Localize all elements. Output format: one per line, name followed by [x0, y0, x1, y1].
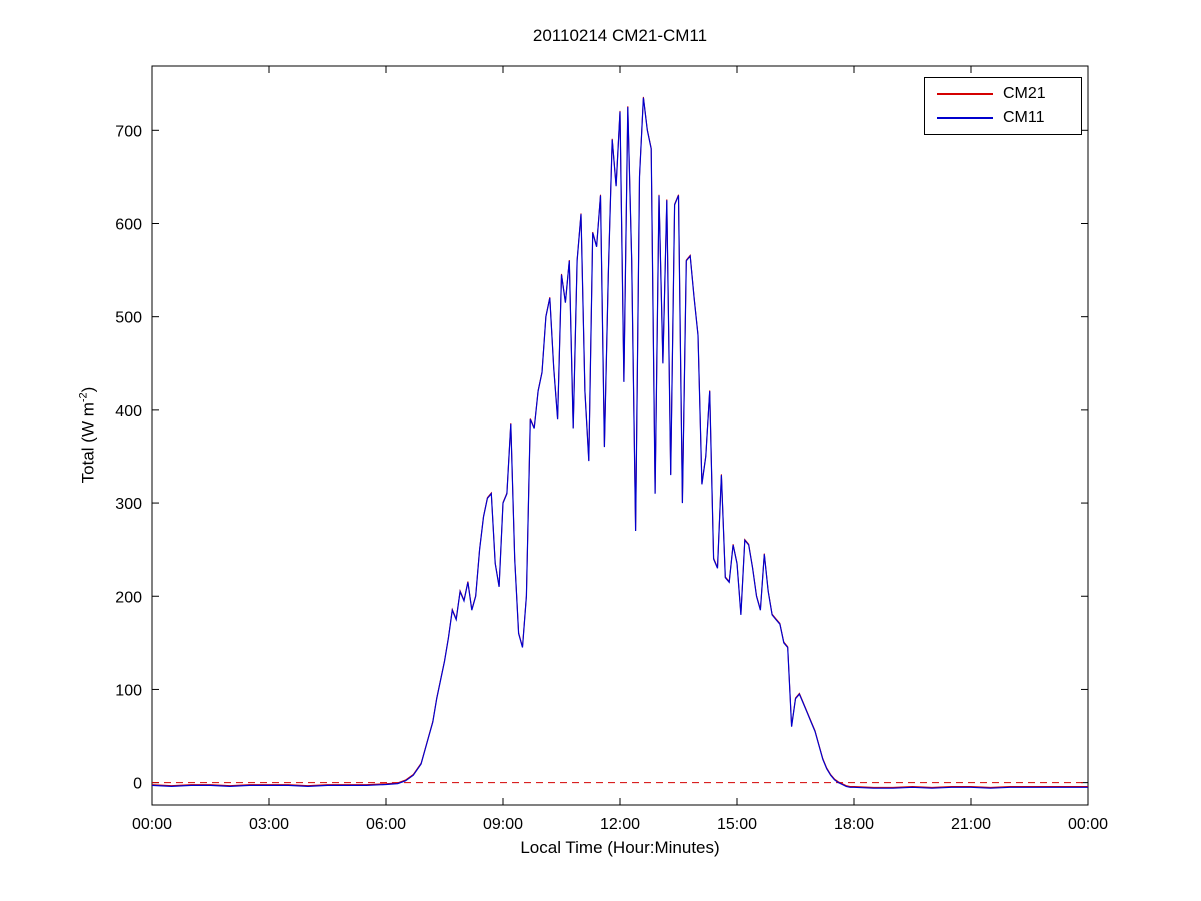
- axes-box: [151, 65, 1089, 806]
- legend-line-sample-cm21: [937, 93, 993, 95]
- y-tick-label: 600: [115, 216, 142, 233]
- legend-entry-cm21: CM21: [925, 83, 1081, 105]
- series-cm11-line: [151, 97, 1088, 789]
- x-tick-label: 00:00: [132, 816, 172, 833]
- x-axis-label: Local Time (Hour:Minutes): [520, 838, 720, 857]
- y-tick-label: 0: [133, 776, 142, 793]
- x-tick-label: 00:00: [1068, 816, 1108, 833]
- legend-label-cm11: CM11: [1003, 109, 1045, 126]
- y-tick-label: 400: [115, 403, 142, 420]
- y-tick-label: 100: [115, 682, 142, 699]
- x-tick-label: 18:00: [834, 816, 874, 833]
- y-axis-label-close: ): [78, 386, 98, 393]
- x-tick-label: 15:00: [717, 816, 757, 833]
- legend-label-cm21: CM21: [1003, 85, 1046, 102]
- y-tick-label: 200: [115, 589, 142, 606]
- y-tick-label: 300: [115, 496, 142, 513]
- x-tick-label: 03:00: [249, 816, 289, 833]
- y-axis-label-text: Total (W m: [78, 402, 98, 484]
- y-tick-label: 700: [115, 123, 142, 140]
- y-axis-label: Total (W m-2): [78, 387, 99, 484]
- x-tick-label: 06:00: [366, 816, 406, 833]
- chart-title: 20110214 CM21-CM11: [532, 26, 708, 45]
- x-tick-label: 09:00: [483, 816, 523, 833]
- y-axis-label-exponent: -2: [77, 392, 90, 403]
- x-tick-label: 12:00: [600, 816, 640, 833]
- legend-line-sample-cm11: [937, 117, 993, 119]
- x-tick-label: 21:00: [951, 816, 991, 833]
- y-tick-label: 500: [115, 310, 142, 327]
- legend: CM21 CM11: [924, 77, 1082, 135]
- legend-entry-cm11: CM11: [925, 107, 1081, 129]
